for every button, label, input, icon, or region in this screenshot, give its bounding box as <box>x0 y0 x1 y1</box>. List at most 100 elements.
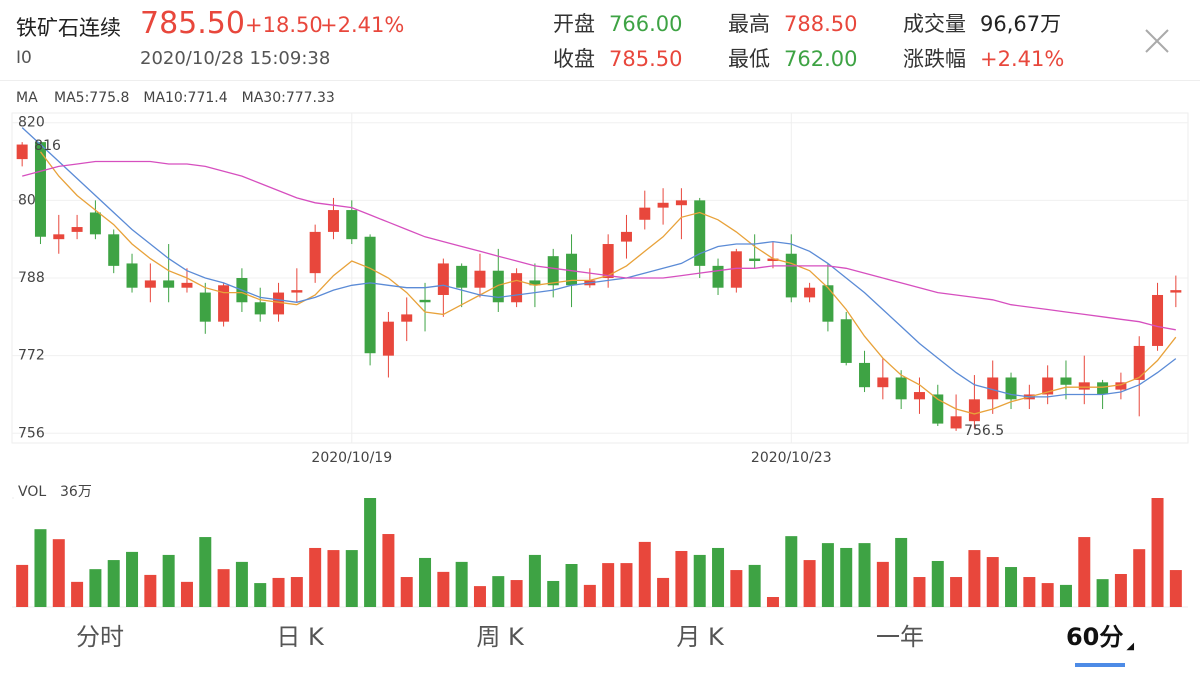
candle-body <box>767 258 779 262</box>
tab[interactable]: 月 K <box>676 623 724 651</box>
y-tick-label: 756 <box>18 425 45 441</box>
tab[interactable]: 一年 <box>876 623 924 651</box>
x-tick-label: 2020/10/23 <box>751 450 832 466</box>
candle-body <box>712 265 724 288</box>
volume-bar <box>71 581 84 607</box>
candle-body <box>291 290 303 293</box>
volume-bar <box>34 529 47 607</box>
time: 2020/10/28 15:09:38 <box>140 48 331 69</box>
volume-bar <box>528 554 541 607</box>
candle-body <box>932 394 944 424</box>
stat: 涨跌幅 +2.41% <box>903 43 1103 78</box>
volume-bar <box>730 570 743 607</box>
tab[interactable]: 60分 ◢ <box>1000 615 1200 675</box>
volume-bar <box>290 577 303 607</box>
volume-bar <box>107 560 120 607</box>
candle-body <box>309 231 321 274</box>
stat-value: 785.50 <box>609 47 683 71</box>
candle-body <box>254 302 266 315</box>
candle-body <box>108 234 120 266</box>
candle-body <box>566 253 578 286</box>
volume-bar <box>180 581 193 607</box>
volume-bar <box>766 597 779 607</box>
volume-bar <box>144 574 157 607</box>
stat-label: 最低 <box>728 47 770 71</box>
volume-bar <box>345 550 358 607</box>
stat-label: 最高 <box>728 12 770 36</box>
change: +18.50 <box>245 13 323 37</box>
stat: 最高 788.50 <box>728 8 903 43</box>
candle-body <box>492 270 504 303</box>
stat: 最低 762.00 <box>728 43 903 78</box>
code: I0 <box>16 48 32 68</box>
volume-bar <box>16 564 29 607</box>
candle-body <box>602 244 614 278</box>
stat-value: 96,67万 <box>980 12 1062 36</box>
volume-tick-label: 36万 <box>60 484 92 500</box>
candle-body <box>1170 290 1182 293</box>
stat-value: 762.00 <box>784 47 858 71</box>
volume-bar <box>473 586 486 607</box>
candle-body <box>401 314 413 322</box>
volume-bar <box>547 580 560 607</box>
volume-bar <box>712 547 725 607</box>
candle-body <box>1115 382 1127 390</box>
candle-body <box>437 263 449 295</box>
volume-bar <box>1114 573 1127 607</box>
candle-body <box>1078 382 1090 390</box>
candle-body <box>1005 377 1017 400</box>
candle-body <box>181 282 193 288</box>
volume-bar <box>254 583 267 607</box>
volume-bar <box>1041 583 1054 607</box>
price: 785.50 <box>140 6 245 41</box>
tab[interactable]: 分时 <box>76 623 124 651</box>
volume-bar <box>455 561 468 607</box>
candle-body <box>1097 382 1109 395</box>
volume-bar <box>840 547 853 607</box>
candle-body <box>785 253 797 298</box>
candle-body <box>620 231 632 242</box>
volume-bar <box>364 498 377 607</box>
legend-entry: MA30:777.33 <box>242 90 335 106</box>
candle-body <box>144 280 156 288</box>
legend-entry: MA10:771.4 <box>143 90 227 106</box>
ma-line <box>22 160 1176 331</box>
volume-bar <box>931 560 944 607</box>
stat-label: 成交量 <box>903 12 966 36</box>
ma-line <box>21 127 1177 398</box>
tab[interactable]: 日 K <box>276 623 324 651</box>
volume-bar <box>803 560 816 607</box>
candle-body <box>218 285 230 322</box>
volume-bar <box>89 569 102 607</box>
y-tick-label: 772 <box>18 348 45 364</box>
volume-bar <box>565 564 578 607</box>
candle-body <box>346 210 358 240</box>
volume-bar <box>693 554 706 607</box>
volume-bar <box>950 577 963 607</box>
candle-body <box>53 234 65 240</box>
candle-body <box>547 256 559 286</box>
candle-body <box>199 292 211 322</box>
candle-body <box>1042 377 1054 395</box>
stat-value: 766.00 <box>609 12 683 36</box>
header: 铁矿石连续 785.50 +18.50 +2.41% I0 2020/10/28… <box>0 0 1200 81</box>
volume-bar <box>638 541 651 607</box>
tabs: 分时 日 K 周 K 月 K 一年 60分 ◢ <box>0 615 1200 675</box>
annotation: 816 <box>34 138 61 154</box>
volume-bar <box>272 577 285 607</box>
candle-body <box>877 377 889 388</box>
annotation: 756.5 <box>964 423 1004 439</box>
volume-bar <box>52 539 65 607</box>
volume-bar <box>126 551 139 607</box>
volume-bar <box>821 543 834 607</box>
volume-bar <box>437 571 450 607</box>
volume-bar <box>492 576 505 607</box>
tab[interactable]: 周 K <box>476 623 524 651</box>
candle-body <box>859 362 871 388</box>
candle-body <box>89 212 101 235</box>
candle-body <box>913 392 925 400</box>
candle-body <box>364 236 376 354</box>
close-button[interactable] <box>1145 29 1169 53</box>
volume-bar <box>1005 567 1018 607</box>
candle-body <box>895 377 907 400</box>
